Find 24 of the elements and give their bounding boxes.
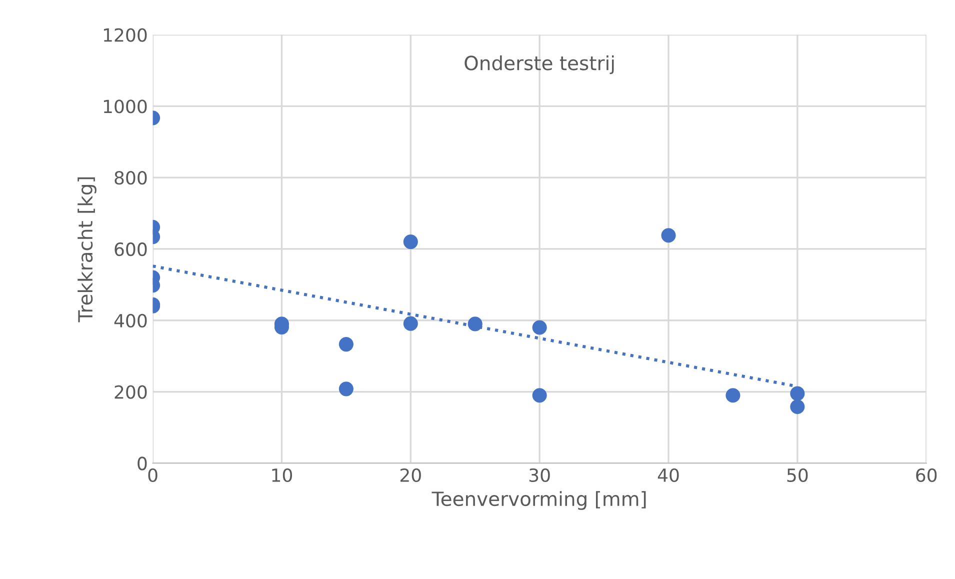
point bbox=[790, 386, 805, 401]
y-tick-label: 600 bbox=[114, 242, 147, 256]
x-tick-label: 0 bbox=[148, 468, 158, 482]
x-axis-title: Teenvervorming [mm] bbox=[432, 491, 646, 510]
point bbox=[468, 316, 482, 332]
y-tick-label: 0 bbox=[138, 456, 147, 470]
point bbox=[532, 320, 547, 335]
x-tick-label: 10 bbox=[272, 468, 292, 482]
y-tick-label: 200 bbox=[114, 385, 147, 399]
point bbox=[661, 228, 676, 243]
x-tick-label: 30 bbox=[529, 468, 550, 482]
y-axis-title: Trekkracht [kg] bbox=[78, 177, 96, 322]
y-tick-label: 400 bbox=[114, 314, 147, 328]
x-tick-label: 60 bbox=[916, 468, 937, 482]
x-tick-label: 40 bbox=[658, 468, 679, 482]
point bbox=[532, 388, 547, 403]
x-tick-label: 20 bbox=[400, 468, 421, 482]
x-tick-label: 50 bbox=[787, 468, 808, 482]
text: Onderste testrij bbox=[464, 55, 614, 74]
point bbox=[790, 400, 805, 414]
y-tick-label: 1000 bbox=[104, 100, 147, 114]
point bbox=[726, 388, 740, 403]
y-tick-label: 800 bbox=[114, 171, 147, 185]
y-tick-label: 1200 bbox=[104, 28, 147, 42]
